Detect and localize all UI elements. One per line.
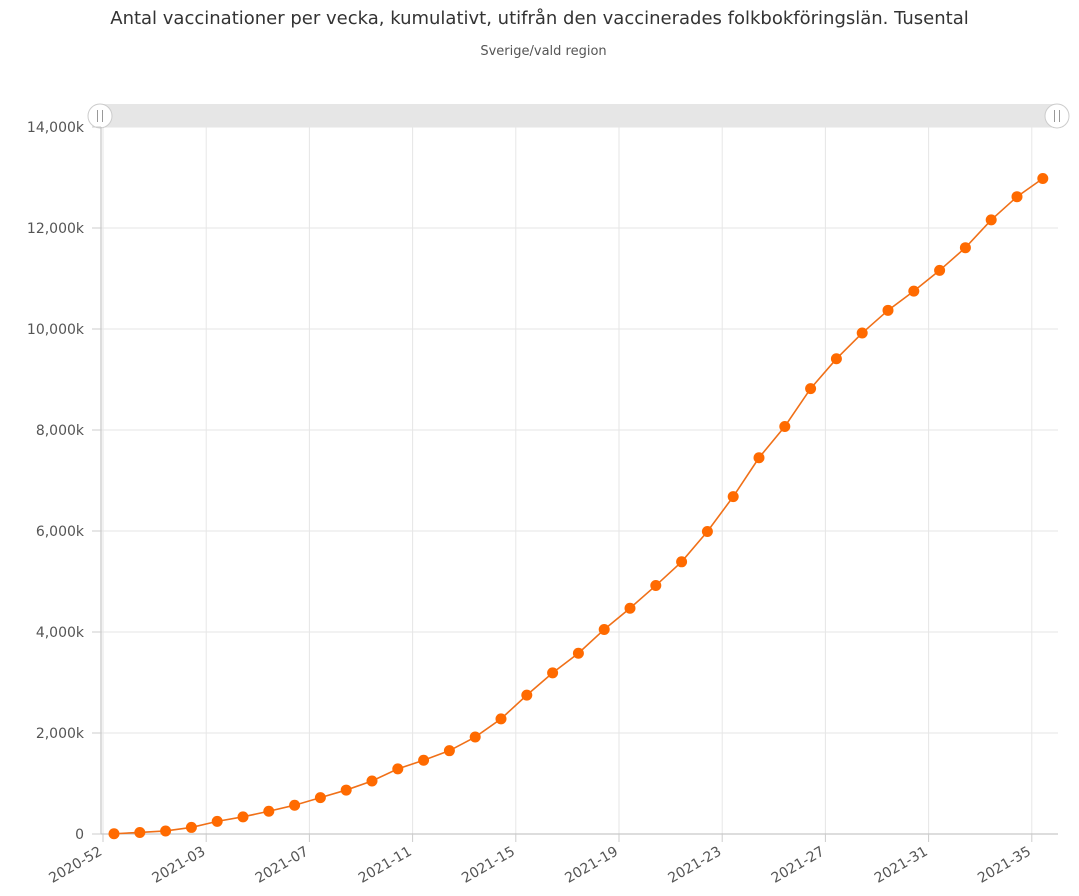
y-axis-ticks: 0 2,000k 4,000k 6,000k 8,000k 10,000k 12,000k 1… — [27, 120, 101, 843]
data-point — [985, 214, 997, 226]
data-point — [263, 805, 275, 817]
data-point — [521, 689, 533, 701]
data-point — [805, 383, 817, 395]
y-tick-label: 10,000k — [27, 322, 85, 338]
data-point — [830, 353, 842, 365]
grid-lines — [101, 126, 1058, 834]
x-tick-label: 2021-11 — [356, 844, 415, 887]
data-point — [495, 713, 507, 725]
y-tick-label: 0 — [75, 827, 84, 843]
data-point — [237, 811, 249, 823]
y-tick-label: 8,000k — [36, 423, 85, 439]
data-point — [1011, 191, 1023, 203]
x-tick-label: 2021-31 — [872, 844, 931, 887]
data-point — [340, 784, 352, 796]
x-tick-label: 2021-19 — [562, 844, 621, 887]
x-tick-label: 2021-27 — [769, 844, 828, 887]
chart-subtitle: Sverige/vald region — [480, 44, 607, 59]
handle-grip-icon — [1054, 110, 1060, 122]
data-point — [469, 731, 481, 743]
x-tick-label: 2021-23 — [666, 844, 725, 887]
x-axis-ticks: 2020-52 2021-03 2021-07 2021-11 2021-15 2021-… — [46, 834, 1034, 887]
x-tick-label: 2021-15 — [459, 844, 518, 887]
data-point — [547, 667, 559, 679]
navigator-right-handle[interactable] — [1044, 103, 1070, 129]
range-navigator[interactable] — [87, 103, 1070, 129]
y-tick-label: 6,000k — [36, 524, 85, 540]
series-points — [108, 173, 1049, 840]
data-point — [624, 602, 636, 614]
data-point — [598, 623, 610, 635]
data-point — [753, 452, 765, 464]
data-point — [443, 745, 455, 757]
data-point — [108, 828, 120, 840]
y-tick-label: 2,000k — [36, 726, 85, 742]
data-point — [856, 327, 868, 339]
data-point — [314, 792, 326, 804]
data-point — [701, 526, 713, 538]
data-point — [185, 821, 197, 833]
data-point — [908, 285, 920, 297]
x-tick-label: 2020-52 — [46, 844, 105, 887]
data-point — [727, 491, 739, 503]
chart-title: Antal vaccinationer per vecka, kumulativ… — [110, 8, 969, 29]
data-point — [650, 580, 662, 592]
series-line-path — [113, 177, 1044, 835]
data-point — [1037, 173, 1049, 185]
data-point — [211, 815, 223, 827]
data-point — [934, 264, 946, 276]
x-tick-label: 2021-07 — [253, 844, 312, 887]
data-point — [572, 647, 584, 659]
data-point — [134, 826, 146, 838]
series-line — [113, 177, 1044, 835]
x-tick-label: 2021-03 — [150, 844, 209, 887]
navigator-track — [100, 104, 1058, 127]
handle-grip-icon — [97, 110, 103, 122]
data-point — [289, 799, 301, 811]
data-point — [779, 420, 791, 432]
axes — [100, 127, 1058, 835]
data-point — [959, 242, 971, 254]
data-point — [418, 754, 430, 766]
navigator-left-handle[interactable] — [87, 103, 113, 129]
data-point — [882, 304, 894, 316]
y-tick-label: 4,000k — [36, 625, 85, 641]
y-tick-label: 14,000k — [27, 120, 85, 136]
x-tick-label: 2021-35 — [975, 844, 1034, 887]
data-point — [392, 763, 404, 775]
data-point — [676, 556, 688, 568]
data-point — [366, 775, 378, 787]
data-point — [160, 825, 172, 837]
y-tick-label: 12,000k — [27, 221, 85, 237]
